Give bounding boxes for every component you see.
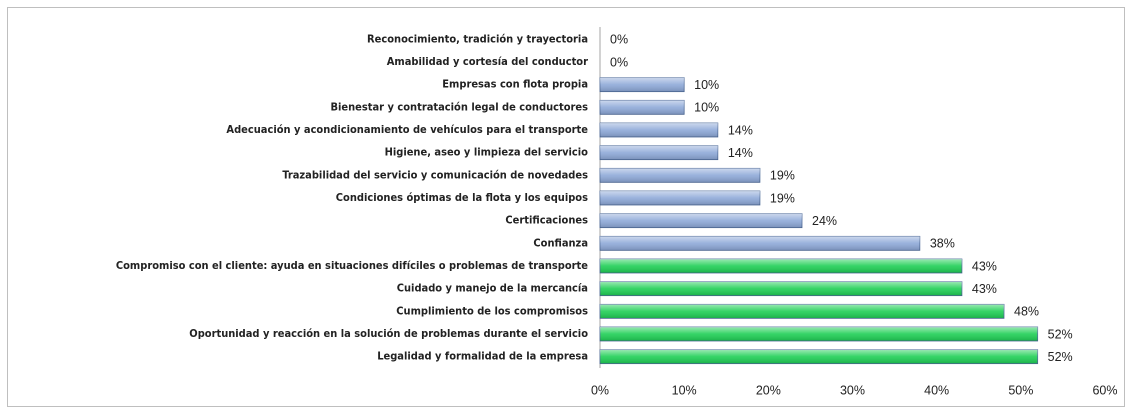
bar-shine xyxy=(600,191,760,205)
data-label: 0% xyxy=(610,55,628,69)
y-tick-label: Cumplimiento de los compromisos xyxy=(396,304,588,317)
y-tick-label: Reconocimiento, tradición y trayectoria xyxy=(367,32,588,45)
bar-shine xyxy=(600,77,685,92)
y-tick-label: Oportunidad y reacción en la solución de… xyxy=(189,327,588,340)
x-tick-label: 30% xyxy=(840,383,865,397)
data-label: 10% xyxy=(694,78,719,92)
bar-shine xyxy=(600,259,962,273)
x-tick-label: 20% xyxy=(756,383,781,397)
bar-shine xyxy=(600,168,760,183)
bar-shine xyxy=(600,236,920,251)
bar-shine xyxy=(600,281,962,296)
data-label: 48% xyxy=(1014,305,1039,319)
data-label: 38% xyxy=(930,237,955,251)
y-tick-label: Bienestar y contratación legal de conduc… xyxy=(330,100,588,113)
bar-shine xyxy=(600,304,1004,319)
bar-shine xyxy=(600,213,802,228)
data-label: 43% xyxy=(972,282,997,296)
x-tick-label: 40% xyxy=(924,383,949,397)
x-tick-label: 50% xyxy=(1008,383,1033,397)
data-label: 14% xyxy=(728,123,753,137)
y-tick-label: Certificaciones xyxy=(505,214,588,227)
bar-shine xyxy=(600,349,1038,364)
y-tick-label: Compromiso con el cliente: ayuda en situ… xyxy=(116,259,588,272)
y-tick-label: Amabilidad y cortesía del conductor xyxy=(387,55,588,68)
y-tick-label: Condiciones óptimas de la flota y los eq… xyxy=(336,191,588,204)
y-tick-label: Higiene, aseo y limpieza del servicio xyxy=(385,146,589,159)
data-label: 52% xyxy=(1048,327,1073,341)
data-label: 10% xyxy=(694,101,719,115)
y-tick-label: Empresas con flota propia xyxy=(442,78,588,91)
bar-shine xyxy=(600,123,718,137)
bar-shine xyxy=(600,327,1038,341)
data-label: 52% xyxy=(1048,350,1073,364)
data-label: 0% xyxy=(610,33,628,47)
data-label: 24% xyxy=(812,214,837,228)
bar-shine xyxy=(600,145,718,160)
data-label: 43% xyxy=(972,259,997,273)
y-tick-label: Trazabilidad del servicio y comunicación… xyxy=(282,168,588,181)
bar-shine xyxy=(600,100,685,115)
x-tick-label: 0% xyxy=(591,383,609,397)
x-tick-label: 60% xyxy=(1092,383,1117,397)
y-tick-label: Cuidado y manejo de la mercancía xyxy=(397,282,588,295)
y-tick-label: Adecuación y acondicionamiento de vehícu… xyxy=(226,123,588,136)
x-tick-label: 10% xyxy=(672,383,697,397)
chart-frame xyxy=(7,7,1125,407)
y-tick-label: Legalidad y formalidad de la empresa xyxy=(377,350,588,363)
data-label: 19% xyxy=(770,191,795,205)
data-label: 19% xyxy=(770,169,795,183)
y-tick-label: Confianza xyxy=(533,236,588,249)
data-label: 14% xyxy=(728,146,753,160)
